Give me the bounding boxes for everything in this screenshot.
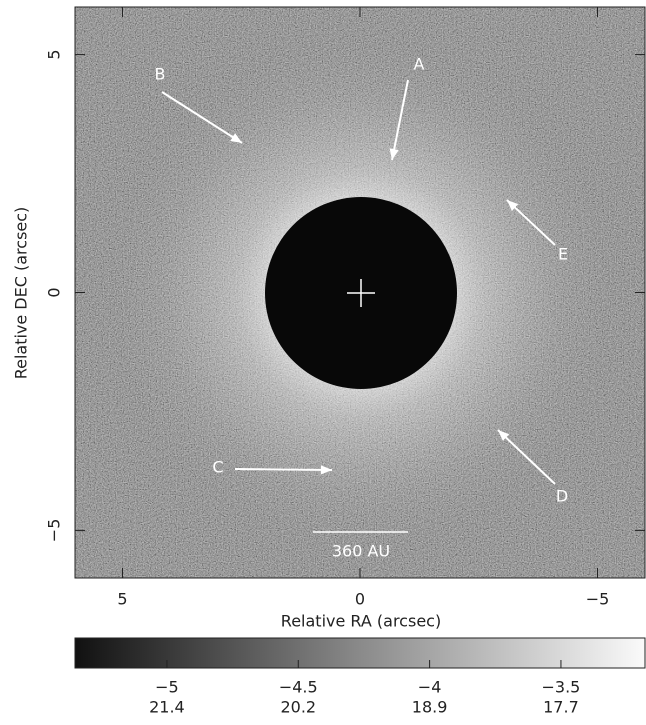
annotation-label: C	[212, 458, 223, 477]
scale-bar-label: 360 AU	[332, 542, 390, 561]
annotation-label: B	[155, 65, 166, 84]
x-axis-label: Relative RA (arcsec)	[281, 612, 441, 631]
x-tick-label: 0	[355, 590, 365, 609]
colorbar-mag-label: 20.2	[280, 698, 316, 717]
annotation-arrow	[235, 469, 332, 470]
annotation-label: A	[414, 55, 425, 74]
x-tick-label: 5	[117, 590, 127, 609]
colorbar-mag-label: 18.9	[412, 698, 448, 717]
y-tick-label: 5	[45, 49, 64, 59]
annotation-label: D	[556, 487, 568, 506]
figure: 360 AU Relative RA (arcsec) Relative DEC…	[0, 0, 646, 721]
y-tick-label: −5	[45, 519, 64, 543]
colorbar	[75, 638, 645, 668]
colorbar-mag-label: 21.4	[149, 698, 185, 717]
y-tick-label: 0	[45, 287, 64, 297]
colorbar-tick-label: −3.5	[542, 678, 581, 697]
y-axis-label: Relative DEC (arcsec)	[12, 207, 31, 380]
colorbar-tick-label: −5	[155, 678, 179, 697]
colorbar-tick-label: −4.5	[279, 678, 318, 697]
annotation-label: E	[558, 245, 568, 264]
x-tick-label: −5	[586, 590, 610, 609]
colorbar-tick-label: −4	[418, 678, 442, 697]
colorbar-mag-label: 17.7	[543, 698, 579, 717]
